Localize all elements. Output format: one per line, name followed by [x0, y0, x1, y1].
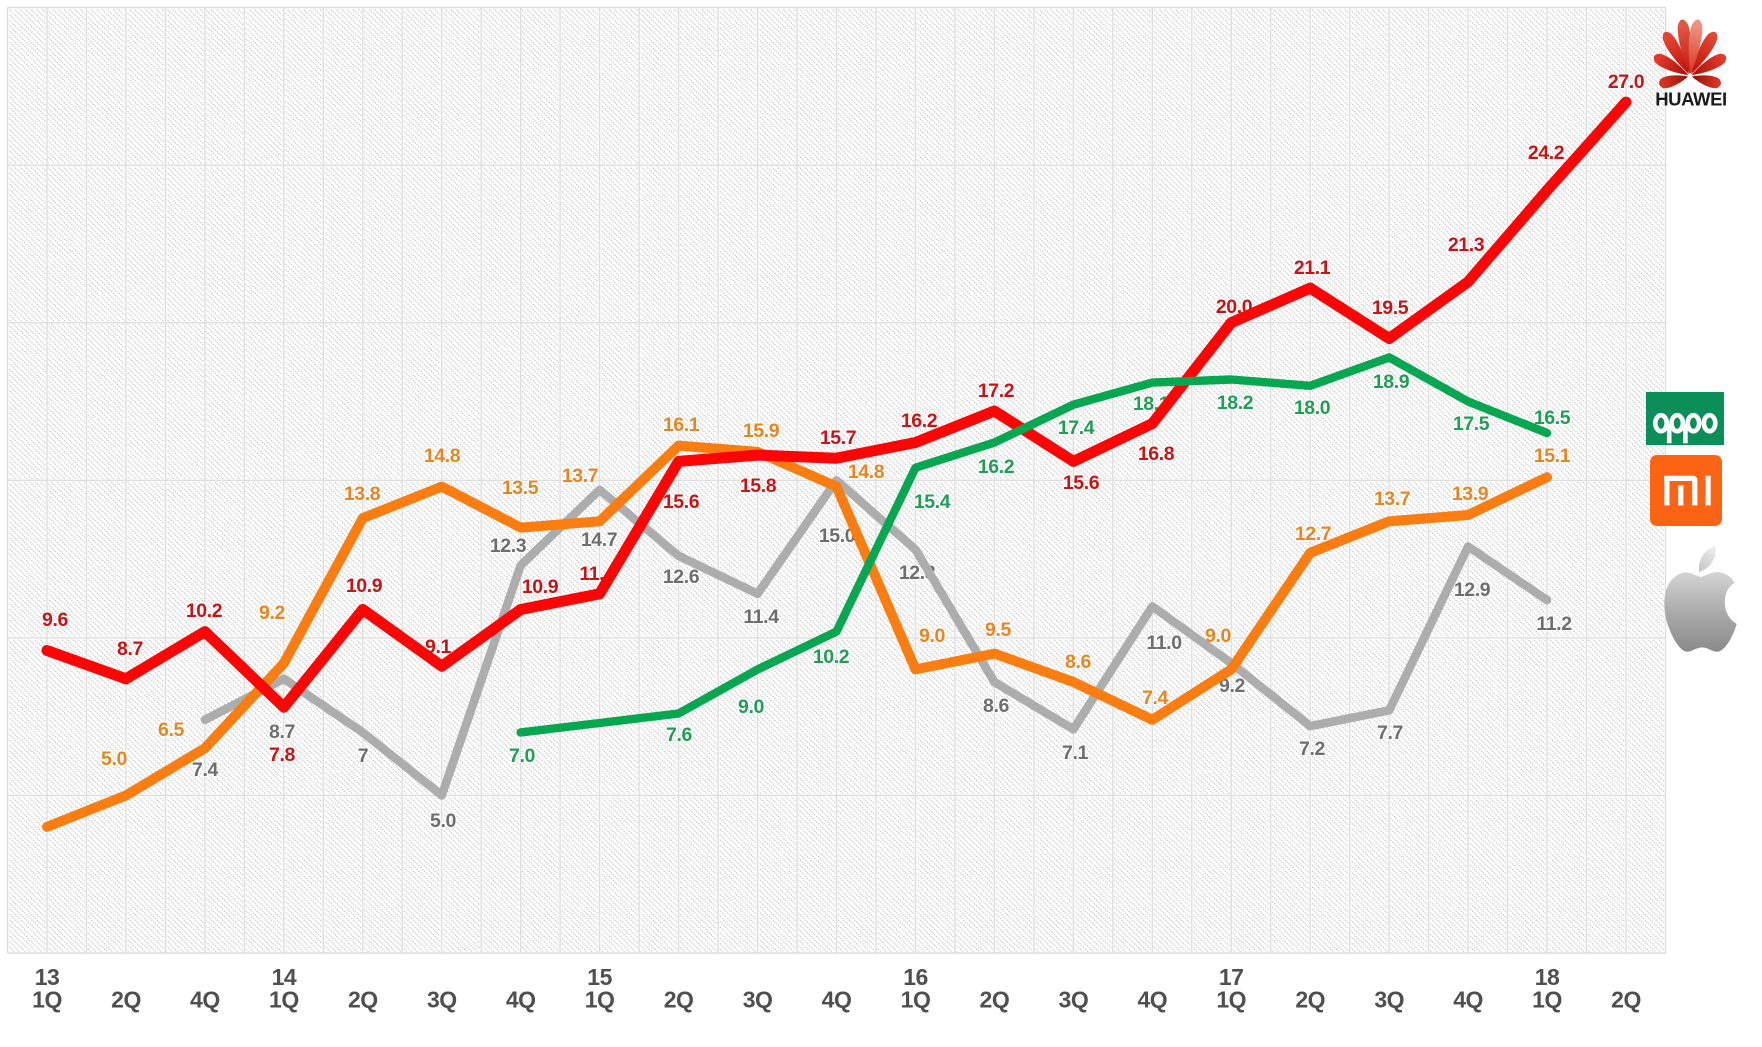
svg-text:10.2: 10.2: [186, 600, 223, 622]
svg-text:16.8: 16.8: [1138, 443, 1175, 465]
svg-text:12.9: 12.9: [1454, 579, 1491, 601]
svg-text:15.8: 15.8: [740, 475, 777, 497]
svg-text:1Q: 1Q: [32, 987, 62, 1013]
svg-text:9.5: 9.5: [985, 619, 1011, 641]
svg-text:2Q: 2Q: [111, 987, 141, 1013]
svg-text:17.2: 17.2: [978, 380, 1015, 402]
svg-text:5.0: 5.0: [430, 810, 456, 832]
svg-text:14.8: 14.8: [424, 445, 461, 467]
svg-text:3Q: 3Q: [1059, 987, 1089, 1013]
svg-text:3Q: 3Q: [427, 987, 457, 1013]
svg-text:13.5: 13.5: [502, 477, 539, 499]
svg-text:15.7: 15.7: [820, 427, 856, 449]
svg-text:HUAWEI: HUAWEI: [1655, 89, 1727, 110]
svg-text:10.9: 10.9: [522, 576, 559, 598]
svg-text:1Q: 1Q: [585, 987, 615, 1013]
svg-text:7.7: 7.7: [1377, 722, 1403, 744]
svg-text:13.7: 13.7: [1374, 488, 1410, 510]
svg-text:19.5: 19.5: [1372, 297, 1409, 319]
svg-text:11.4: 11.4: [743, 606, 779, 628]
svg-text:3Q: 3Q: [743, 987, 773, 1013]
svg-text:4Q: 4Q: [1137, 987, 1167, 1013]
svg-text:1Q: 1Q: [1216, 987, 1246, 1013]
svg-text:18.0: 18.0: [1294, 397, 1331, 419]
svg-text:9.0: 9.0: [919, 625, 945, 647]
svg-text:7.0: 7.0: [509, 745, 535, 767]
svg-text:3Q: 3Q: [1374, 987, 1404, 1013]
svg-text:7: 7: [358, 745, 368, 767]
svg-text:15.9: 15.9: [743, 420, 780, 442]
svg-text:16.2: 16.2: [978, 456, 1015, 478]
svg-text:12.6: 12.6: [663, 566, 700, 588]
svg-text:15: 15: [587, 964, 612, 990]
svg-text:15.4: 15.4: [914, 491, 951, 513]
svg-text:7.1: 7.1: [1062, 742, 1088, 764]
svg-text:16.1: 16.1: [663, 414, 700, 436]
svg-text:14: 14: [272, 964, 297, 990]
svg-text:4Q: 4Q: [1453, 987, 1483, 1013]
svg-text:7.8: 7.8: [269, 744, 295, 766]
svg-text:16.2: 16.2: [901, 410, 938, 432]
svg-text:4Q: 4Q: [822, 987, 852, 1013]
svg-text:2Q: 2Q: [980, 987, 1010, 1013]
svg-text:13.7: 13.7: [562, 465, 598, 487]
svg-text:16: 16: [903, 964, 928, 990]
svg-text:8.6: 8.6: [1065, 651, 1091, 673]
svg-text:7.4: 7.4: [1142, 687, 1168, 709]
svg-text:11.2: 11.2: [1536, 613, 1572, 635]
svg-text:11.0: 11.0: [1146, 632, 1182, 654]
svg-text:1Q: 1Q: [1532, 987, 1562, 1013]
svg-text:8.6: 8.6: [983, 695, 1009, 717]
svg-text:6.5: 6.5: [158, 719, 184, 741]
svg-text:15.6: 15.6: [1063, 472, 1100, 494]
svg-text:24.2: 24.2: [1528, 142, 1565, 164]
svg-text:15.1: 15.1: [1534, 445, 1571, 467]
svg-text:9.6: 9.6: [42, 609, 68, 631]
svg-text:21.1: 21.1: [1294, 257, 1331, 279]
svg-text:10.2: 10.2: [813, 646, 850, 668]
svg-text:9.2: 9.2: [259, 602, 285, 624]
svg-text:1Q: 1Q: [901, 987, 931, 1013]
svg-text:17.4: 17.4: [1058, 417, 1095, 439]
svg-text:18: 18: [1535, 964, 1560, 990]
svg-text:14.8: 14.8: [848, 461, 885, 483]
svg-text:18.9: 18.9: [1373, 371, 1410, 393]
svg-text:8.7: 8.7: [269, 721, 295, 743]
svg-text:15.6: 15.6: [663, 491, 700, 513]
svg-text:18.2: 18.2: [1217, 392, 1254, 414]
svg-text:8.7: 8.7: [117, 638, 143, 660]
svg-text:21.3: 21.3: [1448, 234, 1485, 256]
svg-text:12.3: 12.3: [490, 535, 527, 557]
svg-text:27.0: 27.0: [1608, 71, 1645, 93]
svg-text:4Q: 4Q: [506, 987, 536, 1013]
svg-text:2Q: 2Q: [1611, 987, 1641, 1013]
svg-text:13.8: 13.8: [344, 483, 381, 505]
svg-text:7.2: 7.2: [1299, 738, 1325, 760]
svg-text:2Q: 2Q: [348, 987, 378, 1013]
svg-text:13.9: 13.9: [1452, 483, 1489, 505]
svg-text:4Q: 4Q: [190, 987, 220, 1013]
svg-text:10.9: 10.9: [346, 575, 383, 597]
svg-text:15.0: 15.0: [819, 525, 856, 547]
svg-text:13: 13: [35, 964, 60, 990]
svg-text:1Q: 1Q: [269, 987, 299, 1013]
svg-text:5.0: 5.0: [101, 748, 127, 770]
svg-text:9.0: 9.0: [738, 696, 764, 718]
svg-text:17.5: 17.5: [1453, 413, 1490, 435]
svg-text:7.6: 7.6: [666, 724, 692, 746]
svg-text:2Q: 2Q: [664, 987, 694, 1013]
svg-text:2Q: 2Q: [1295, 987, 1325, 1013]
svg-text:7.4: 7.4: [192, 759, 218, 781]
svg-text:14.7: 14.7: [581, 529, 617, 551]
svg-text:17: 17: [1219, 964, 1244, 990]
